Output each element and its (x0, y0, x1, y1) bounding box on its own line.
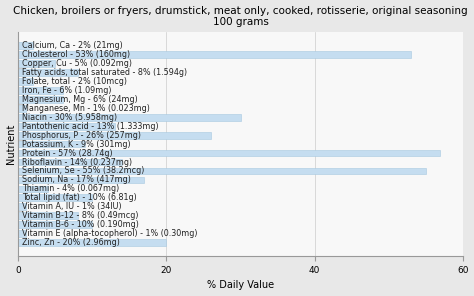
Text: Selenium, Se - 55% (38.2mcg): Selenium, Se - 55% (38.2mcg) (22, 166, 145, 176)
Text: Calcium, Ca - 2% (21mg): Calcium, Ca - 2% (21mg) (22, 41, 123, 50)
Bar (18, 239, 166, 246)
Text: Fatty acids, total saturated - 8% (1.594g): Fatty acids, total saturated - 8% (1.594… (22, 68, 187, 77)
Bar (18, 123, 115, 130)
Bar (18, 159, 122, 165)
Text: Protein - 57% (28.74g): Protein - 57% (28.74g) (22, 149, 113, 157)
Bar (18, 60, 55, 67)
Text: Total lipid (fat) - 10% (6.81g): Total lipid (fat) - 10% (6.81g) (22, 193, 137, 202)
Text: Niacin - 30% (5.958mg): Niacin - 30% (5.958mg) (22, 113, 117, 122)
Text: Sodium, Na - 17% (417mg): Sodium, Na - 17% (417mg) (22, 176, 131, 184)
Text: Manganese, Mn - 1% (0.023mg): Manganese, Mn - 1% (0.023mg) (22, 104, 150, 113)
Bar (18, 168, 426, 174)
Bar (18, 132, 211, 139)
Title: Chicken, broilers or fryers, drumstick, meat only, cooked, rotisserie, original : Chicken, broilers or fryers, drumstick, … (13, 6, 468, 27)
Text: Pantothenic acid - 13% (1.333mg): Pantothenic acid - 13% (1.333mg) (22, 122, 159, 131)
X-axis label: % Daily Value: % Daily Value (207, 280, 274, 290)
Text: Riboflavin - 14% (0.237mg): Riboflavin - 14% (0.237mg) (22, 157, 132, 167)
Bar (18, 42, 33, 49)
Bar (18, 141, 85, 147)
Text: Cholesterol - 53% (160mg): Cholesterol - 53% (160mg) (22, 50, 130, 59)
Bar (18, 186, 48, 192)
Text: Vitamin A, IU - 1% (34IU): Vitamin A, IU - 1% (34IU) (22, 202, 122, 211)
Bar (18, 194, 92, 201)
Bar (18, 87, 63, 94)
Text: Potassium, K - 9% (301mg): Potassium, K - 9% (301mg) (22, 140, 131, 149)
Text: Folate, total - 2% (10mcg): Folate, total - 2% (10mcg) (22, 77, 127, 86)
Bar (18, 177, 144, 183)
Text: Copper, Cu - 5% (0.092mg): Copper, Cu - 5% (0.092mg) (22, 59, 132, 68)
Bar (18, 96, 63, 103)
Text: Magnesium, Mg - 6% (24mg): Magnesium, Mg - 6% (24mg) (22, 95, 138, 104)
Text: Vitamin E (alpha-tocopherol) - 1% (0.30mg): Vitamin E (alpha-tocopherol) - 1% (0.30m… (22, 229, 198, 238)
Bar (18, 230, 26, 237)
Text: Vitamin B-12 - 8% (0.49mcg): Vitamin B-12 - 8% (0.49mcg) (22, 211, 138, 220)
Y-axis label: Nutrient: Nutrient (6, 124, 16, 164)
Bar (18, 78, 33, 85)
Text: Iron, Fe - 6% (1.09mg): Iron, Fe - 6% (1.09mg) (22, 86, 111, 95)
Bar (18, 69, 78, 76)
Bar (18, 221, 92, 228)
Text: Vitamin B-6 - 10% (0.190mg): Vitamin B-6 - 10% (0.190mg) (22, 220, 139, 229)
Bar (18, 105, 26, 112)
Text: Phosphorus, P - 26% (257mg): Phosphorus, P - 26% (257mg) (22, 131, 141, 140)
Text: Thiamin - 4% (0.067mg): Thiamin - 4% (0.067mg) (22, 184, 119, 193)
Bar (18, 114, 240, 121)
Text: Zinc, Zn - 20% (2.96mg): Zinc, Zn - 20% (2.96mg) (22, 238, 120, 247)
Bar (18, 213, 78, 219)
Bar (18, 150, 440, 157)
Bar (18, 51, 411, 58)
Bar (18, 203, 26, 210)
